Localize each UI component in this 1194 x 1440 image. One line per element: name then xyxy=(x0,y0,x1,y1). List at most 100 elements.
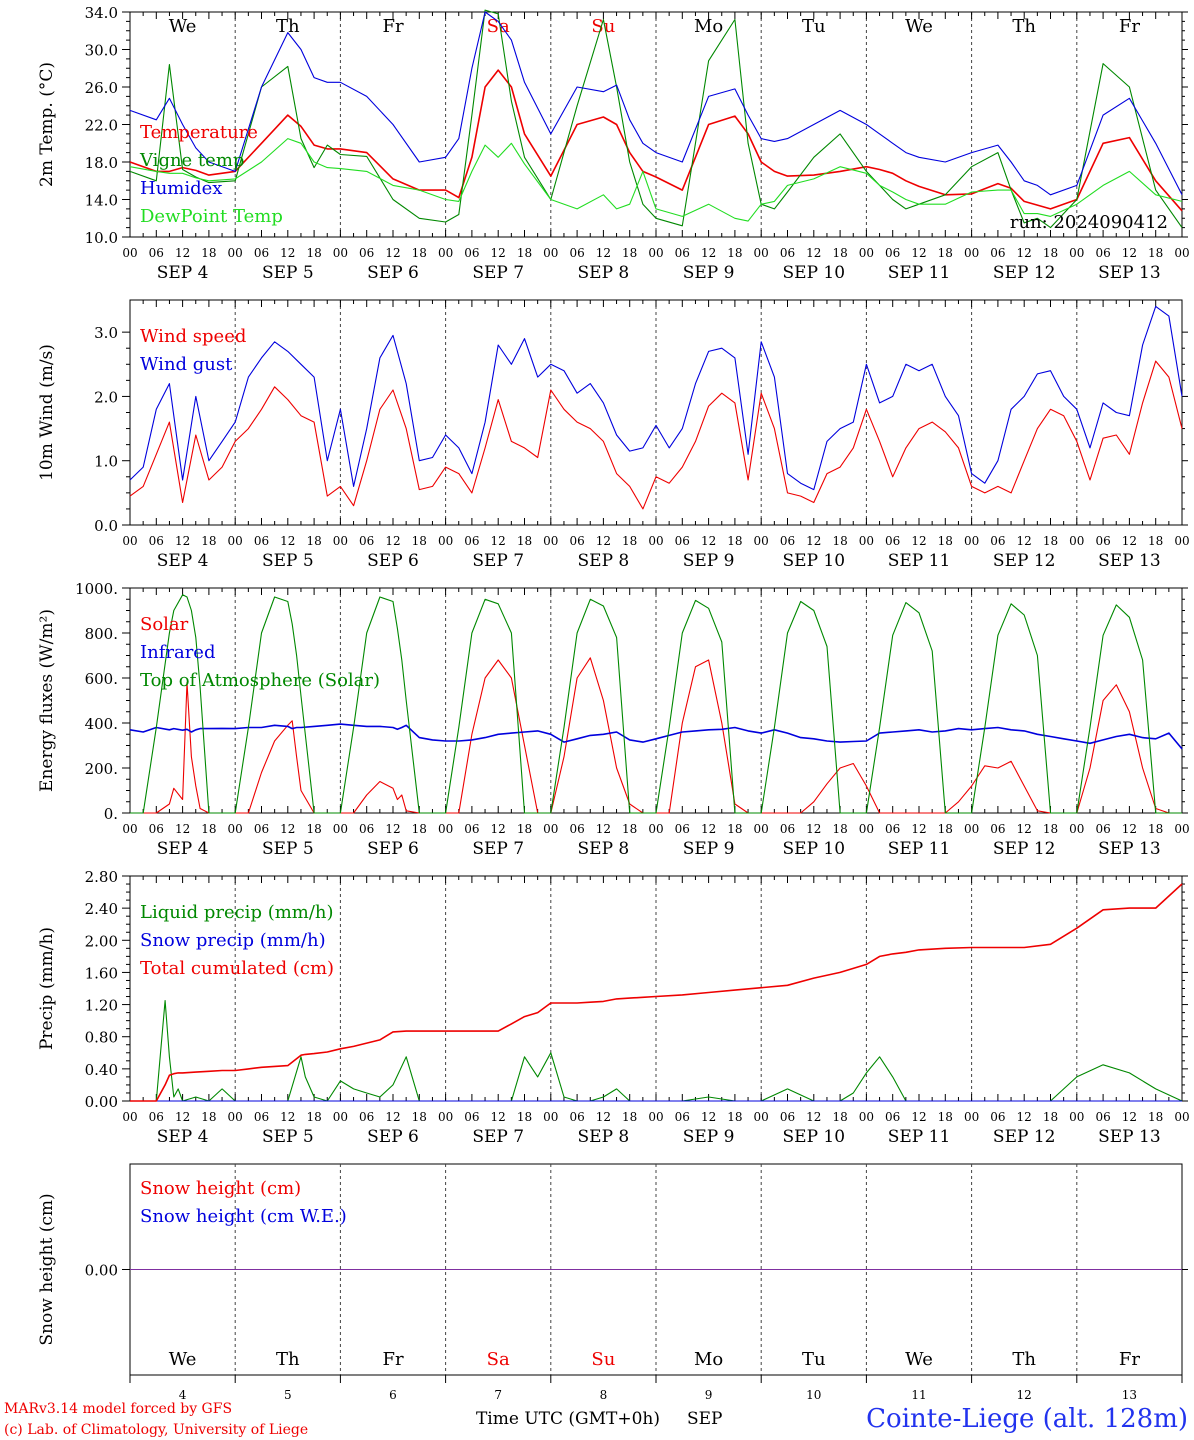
hour-label: 18 xyxy=(201,822,216,836)
day-number-label: 5 xyxy=(284,1388,292,1402)
y-tick-label: 30.0 xyxy=(85,42,118,60)
date-label: SEP 6 xyxy=(367,839,419,859)
day-name-label: We xyxy=(169,1349,197,1370)
hour-label: 06 xyxy=(464,534,479,548)
day-number-label: 6 xyxy=(389,1388,397,1402)
day-name-label: Th xyxy=(276,16,300,37)
hour-label: 18 xyxy=(938,534,953,548)
date-label: SEP 10 xyxy=(783,1127,846,1147)
date-label: SEP 11 xyxy=(888,263,951,283)
hour-label: 00 xyxy=(228,1110,243,1124)
date-label: SEP 9 xyxy=(683,1127,735,1147)
day-name-label: We xyxy=(905,1349,933,1370)
hour-label: 12 xyxy=(1122,822,1137,836)
hour-label: 18 xyxy=(201,246,216,260)
hour-label: 12 xyxy=(596,534,611,548)
y-tick-label: 0. xyxy=(104,805,118,823)
day-name-label: We xyxy=(905,16,933,37)
y-tick-label: 0.0 xyxy=(94,517,118,535)
hour-label: 18 xyxy=(622,1110,637,1124)
hour-label: 00 xyxy=(543,534,558,548)
hour-label: 06 xyxy=(359,822,374,836)
legend-entry: Vigne temp xyxy=(139,150,244,171)
hour-label: 12 xyxy=(806,822,821,836)
legend-entry: Snow height (cm) xyxy=(140,1178,301,1199)
date-label: SEP 13 xyxy=(1098,263,1161,283)
legend-entry: Snow height (cm W.E.) xyxy=(140,1206,347,1227)
y-tick-label: 1.60 xyxy=(85,964,118,982)
hour-label: 00 xyxy=(122,246,137,260)
date-label: SEP 7 xyxy=(472,1127,524,1147)
hour-label: 06 xyxy=(675,822,690,836)
station-label: Cointe-Liege (alt. 128m) xyxy=(866,1404,1188,1434)
hour-label: 00 xyxy=(1069,822,1084,836)
y-tick-label: 0.00 xyxy=(85,1262,118,1280)
hour-label: 12 xyxy=(701,246,716,260)
hour-label: 00 xyxy=(859,246,874,260)
hour-label: 18 xyxy=(412,246,427,260)
hour-label: 18 xyxy=(622,822,637,836)
day-name-label: Mo xyxy=(694,1349,723,1370)
date-label: SEP 9 xyxy=(683,839,735,859)
day-name-label: Sa xyxy=(487,16,510,37)
hour-label: 06 xyxy=(780,246,795,260)
hour-label: 00 xyxy=(964,822,979,836)
hour-label: 00 xyxy=(964,246,979,260)
x-axis-title: Time UTC (GMT+0h) xyxy=(476,1409,660,1429)
hour-label: 18 xyxy=(727,534,742,548)
hour-label: 18 xyxy=(517,1110,532,1124)
date-label: SEP 7 xyxy=(472,263,524,283)
plot-frame xyxy=(129,299,1183,526)
hour-label: 00 xyxy=(333,246,348,260)
hour-label: 00 xyxy=(438,246,453,260)
hour-label: 00 xyxy=(1069,1110,1084,1124)
hour-label: 06 xyxy=(149,822,164,836)
hour-label: 12 xyxy=(385,534,400,548)
date-label: SEP 12 xyxy=(993,263,1056,283)
legend-entry: Infrared xyxy=(140,642,215,663)
day-number-label: 10 xyxy=(806,1388,821,1402)
legend-entry: Humidex xyxy=(140,178,222,199)
hour-label: 18 xyxy=(1043,246,1058,260)
hour-label: 12 xyxy=(701,1110,716,1124)
legend-entry: Solar xyxy=(140,614,189,635)
y-tick-label: 18.0 xyxy=(85,154,118,172)
y-axis-title: Precip (mm/h) xyxy=(37,927,57,1050)
hour-label: 06 xyxy=(569,1110,584,1124)
hour-label: 12 xyxy=(1017,246,1032,260)
hour-label: 12 xyxy=(491,1110,506,1124)
hour-label: 00 xyxy=(1174,822,1189,836)
day-number-label: 12 xyxy=(1017,1388,1032,1402)
hour-label: 18 xyxy=(727,1110,742,1124)
hour-label: 18 xyxy=(306,246,321,260)
hour-label: 12 xyxy=(596,1110,611,1124)
hour-label: 18 xyxy=(201,534,216,548)
hour-label: 00 xyxy=(754,534,769,548)
hour-label: 00 xyxy=(754,246,769,260)
hour-label: 00 xyxy=(333,822,348,836)
hour-label: 12 xyxy=(385,246,400,260)
hour-label: 00 xyxy=(438,822,453,836)
hour-label: 00 xyxy=(228,822,243,836)
hour-label: 18 xyxy=(938,1110,953,1124)
hour-label: 06 xyxy=(990,822,1005,836)
y-tick-label: 200. xyxy=(85,760,118,778)
y-tick-label: 0.80 xyxy=(85,1029,118,1047)
hour-label: 06 xyxy=(569,822,584,836)
day-number-label: 9 xyxy=(705,1388,713,1402)
hour-label: 18 xyxy=(727,822,742,836)
hour-label: 18 xyxy=(622,534,637,548)
hour-label: 18 xyxy=(727,246,742,260)
hour-label: 00 xyxy=(1174,246,1189,260)
day-number-label: 13 xyxy=(1122,1388,1137,1402)
date-label: SEP 9 xyxy=(683,551,735,571)
hour-label: 12 xyxy=(911,246,926,260)
y-tick-label: 2.40 xyxy=(85,900,118,918)
hour-label: 12 xyxy=(911,822,926,836)
series-line-solar xyxy=(130,657,1182,814)
hour-label: 00 xyxy=(543,1110,558,1124)
y-tick-label: 1.20 xyxy=(85,997,118,1015)
hour-label: 06 xyxy=(675,246,690,260)
hour-label: 18 xyxy=(1148,822,1163,836)
hour-label: 00 xyxy=(964,1110,979,1124)
